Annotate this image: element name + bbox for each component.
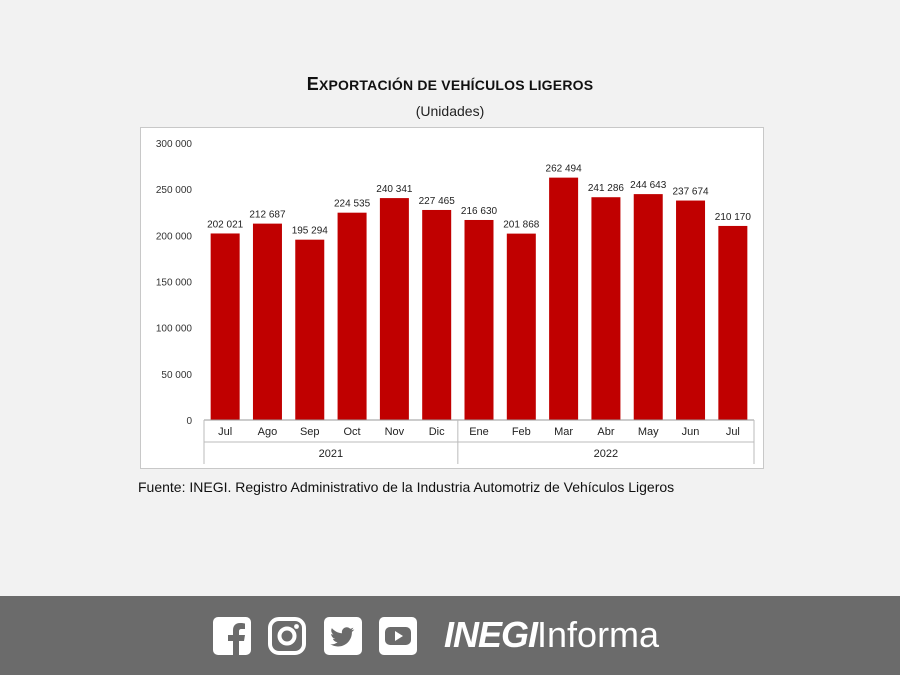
x-tick-label: Sep (300, 426, 320, 438)
bar-value-label: 201 868 (503, 220, 540, 231)
bar-value-label: 212 687 (249, 210, 286, 221)
year-group-label: 2022 (594, 448, 618, 460)
x-tick-label: Jul (218, 426, 232, 438)
bar (633, 194, 663, 420)
bar (549, 177, 579, 420)
bar-value-label: 244 643 (630, 180, 667, 191)
bar (506, 233, 536, 420)
bar-value-label: 262 494 (546, 164, 583, 175)
chart-subtitle: (Unidades) (415, 103, 485, 119)
x-tick-label: Feb (512, 426, 531, 438)
bar (591, 197, 621, 420)
y-tick-label: 50 000 (161, 370, 192, 381)
x-tick-label: Nov (385, 426, 405, 438)
facebook-icon[interactable] (213, 617, 251, 655)
x-tick-label: Ago (258, 426, 278, 438)
bar-value-label: 240 341 (376, 184, 413, 195)
x-tick-label: Jul (726, 426, 740, 438)
bar (464, 219, 494, 420)
bar (379, 198, 409, 420)
x-tick-label: Ene (469, 426, 489, 438)
year-group-label: 2021 (319, 448, 343, 460)
bar-value-label: 227 465 (419, 196, 456, 207)
inegi-informa-logo[interactable]: INEGIInforma (444, 614, 660, 655)
bar-value-label: 195 294 (292, 226, 329, 237)
bar-chart: 0 50 000 100 000 150 000 200 000 250 000 300 0… (156, 139, 755, 464)
x-tick-label: Abr (597, 426, 614, 438)
bar (676, 200, 706, 420)
y-tick-label: 200 000 (156, 231, 193, 242)
y-tick-label: 150 000 (156, 278, 193, 289)
x-tick-label: Oct (344, 426, 361, 438)
bar-value-label: 237 674 (672, 187, 709, 198)
bar-value-label: 241 286 (588, 183, 625, 194)
x-tick-label: Jun (682, 426, 700, 438)
source-note: Fuente: INEGI. Registro Administrativo d… (138, 479, 675, 495)
bar-value-label: 210 170 (715, 212, 752, 223)
y-tick-label: 100 000 (156, 324, 193, 335)
y-tick-label: 0 (186, 416, 192, 427)
twitter-icon[interactable] (324, 617, 362, 655)
y-tick-label: 250 000 (156, 185, 193, 196)
bar (337, 212, 367, 420)
bar (718, 225, 748, 420)
instagram-icon[interactable] (268, 617, 306, 655)
footer-bar (0, 596, 900, 675)
bar (252, 223, 282, 420)
x-tick-label: Dic (429, 426, 445, 438)
bar-value-label: 224 535 (334, 199, 371, 210)
y-tick-label: 300 000 (156, 139, 193, 150)
x-tick-label: Mar (554, 426, 573, 438)
chart-title: EXPORTACIÓN DE VEHÍCULOS LIGEROS (306, 74, 594, 94)
bar-value-label: 202 021 (207, 219, 244, 230)
bar (422, 209, 452, 420)
bar (210, 233, 240, 420)
x-tick-label: May (638, 426, 659, 438)
bar-value-label: 216 630 (461, 206, 498, 217)
youtube-icon[interactable] (379, 617, 417, 655)
bar (295, 239, 325, 420)
